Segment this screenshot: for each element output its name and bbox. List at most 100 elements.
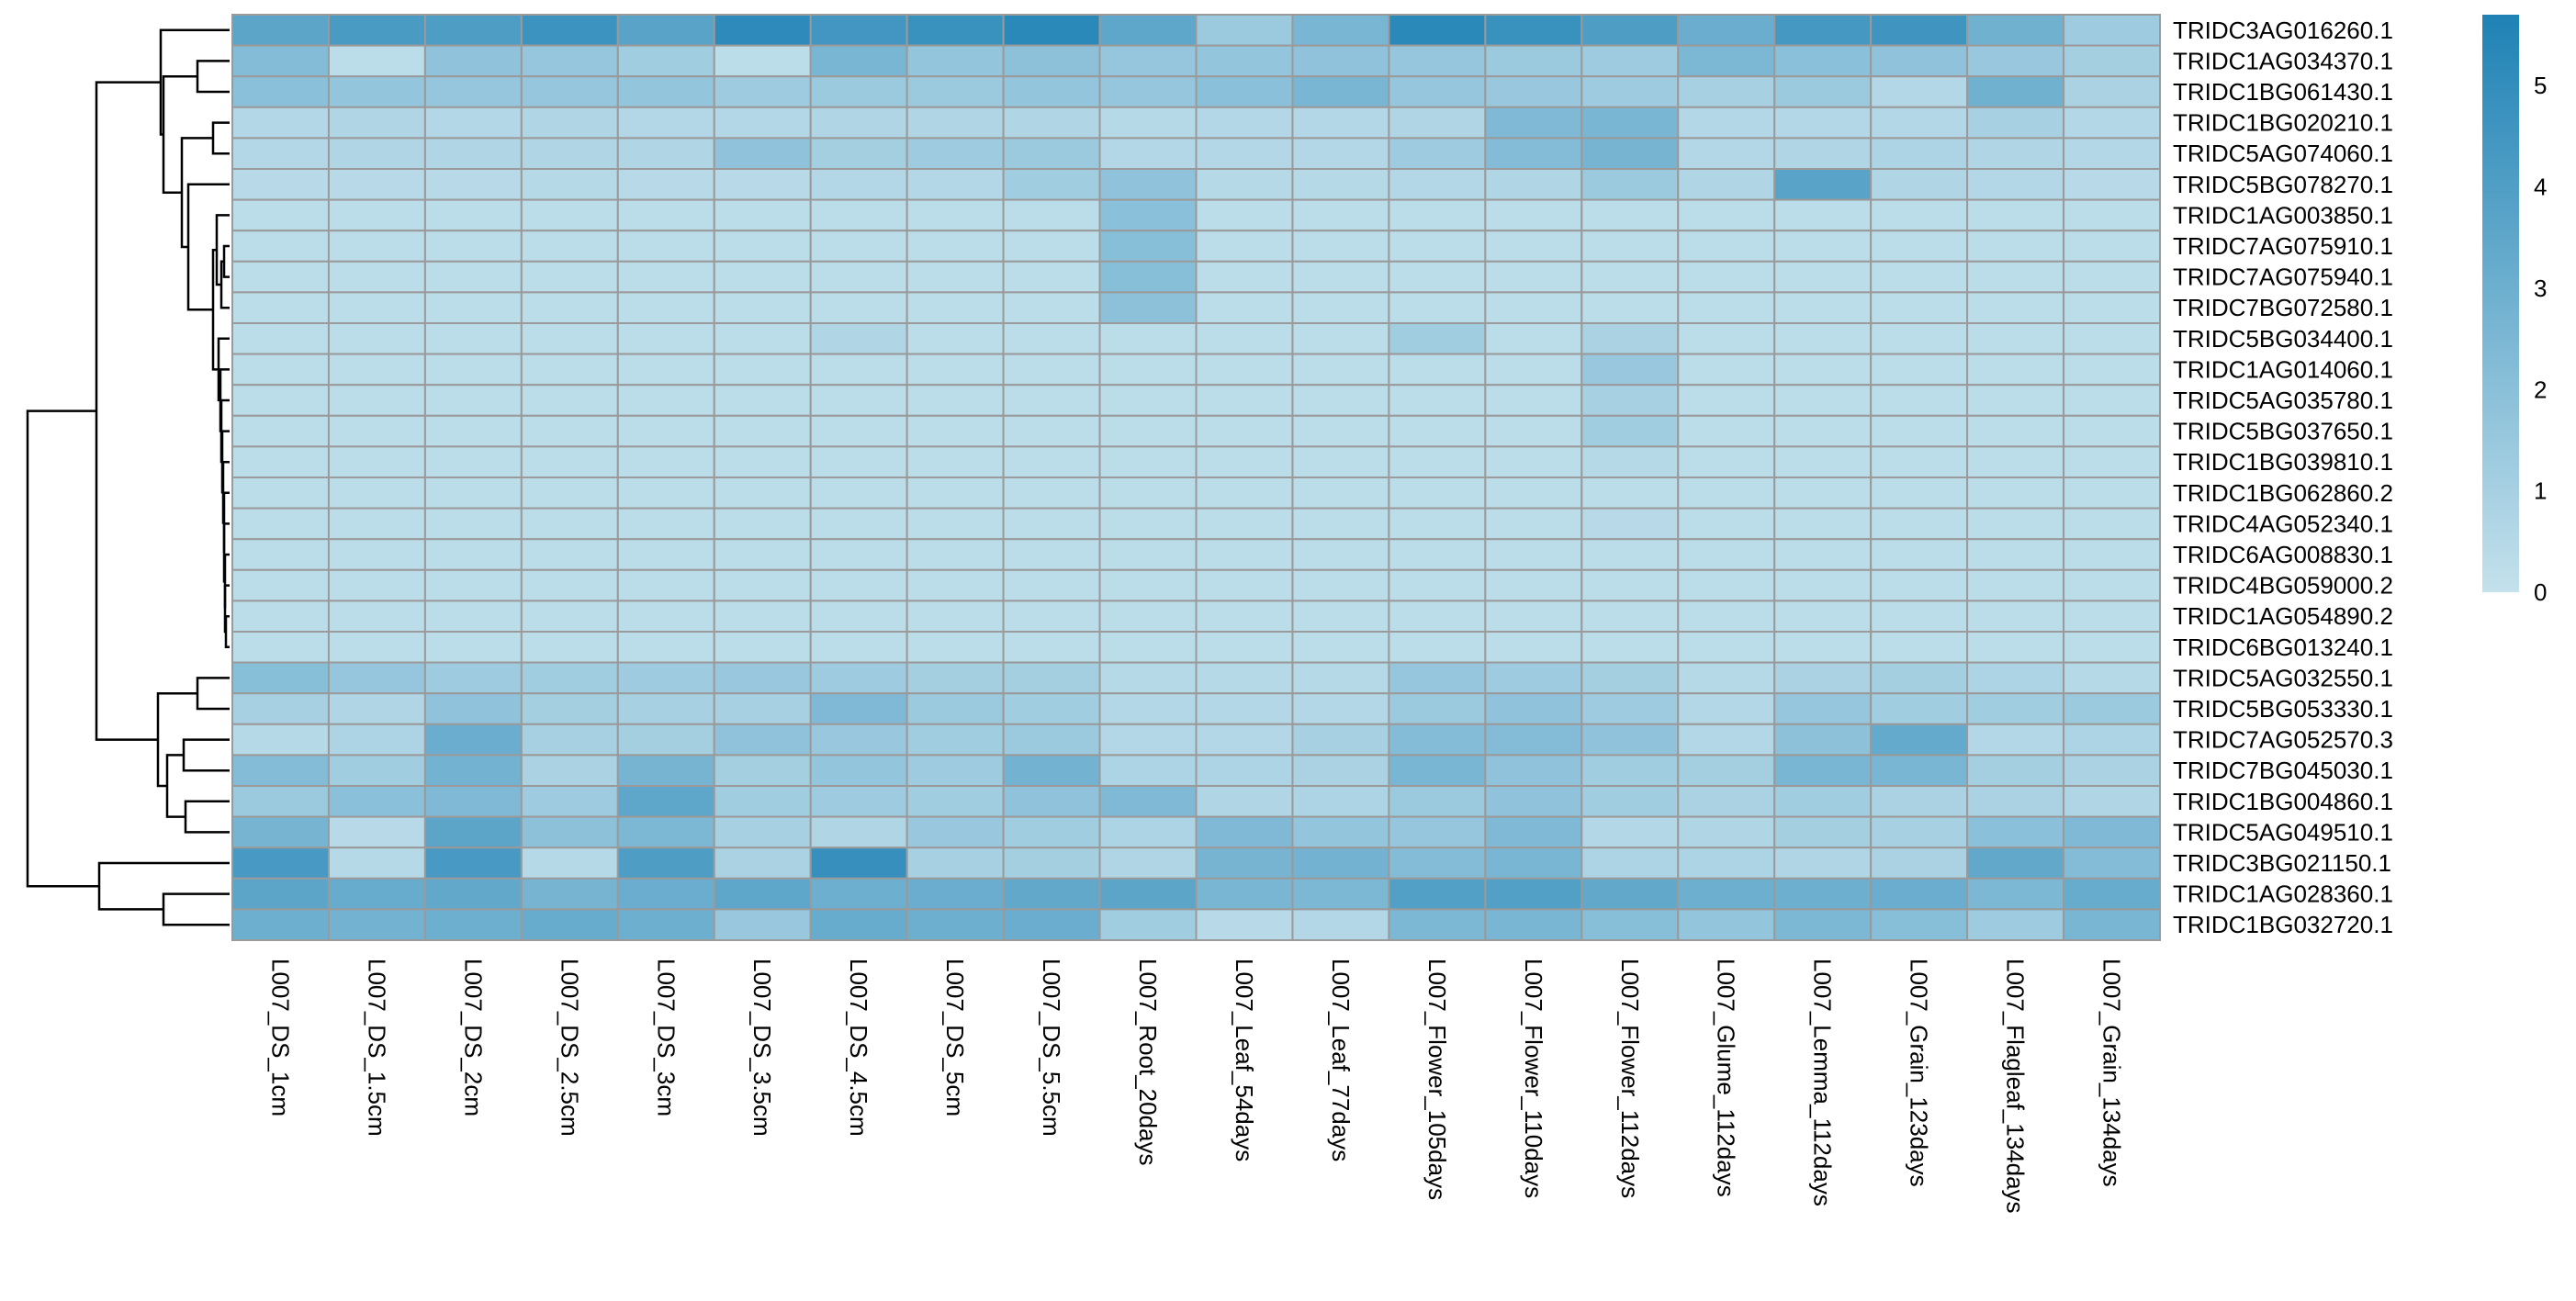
heatmap-cell — [1002, 877, 1101, 911]
heatmap-cell — [1291, 723, 1390, 757]
heatmap-cell — [327, 477, 426, 510]
heatmap-cell — [1002, 847, 1101, 880]
heatmap-cell — [1484, 291, 1583, 324]
heatmap-cell — [616, 44, 715, 78]
heatmap-cell — [1580, 754, 1680, 788]
heatmap-cell — [1388, 230, 1487, 263]
column-label: L007_DS_2cm — [459, 959, 487, 1116]
heatmap-cell — [1388, 322, 1487, 355]
heatmap-cell — [809, 353, 908, 387]
heatmap-cell — [1195, 106, 1294, 140]
heatmap-cell — [423, 815, 523, 849]
heatmap-cell — [2063, 168, 2162, 201]
heatmap-cell — [1291, 198, 1390, 232]
heatmap-cell — [1773, 414, 1873, 448]
heatmap-cell — [327, 723, 426, 757]
heatmap-cell — [616, 785, 715, 818]
row-label: TRIDC5BG053330.1 — [2173, 695, 2393, 723]
heatmap-cell — [231, 106, 330, 140]
heatmap-cell — [1002, 44, 1101, 78]
column-label: L007_DS_5cm — [941, 959, 969, 1116]
heatmap-cell — [616, 692, 715, 725]
heatmap-cell — [906, 291, 1005, 324]
heatmap-cell — [1580, 230, 1680, 263]
heatmap-cell — [1388, 384, 1487, 417]
heatmap-cell — [906, 230, 1005, 263]
heatmap-cell — [1195, 291, 1294, 324]
heatmap-cell — [423, 168, 523, 201]
dendrogram-branch — [222, 244, 230, 278]
heatmap-cell — [2063, 600, 2162, 634]
heatmap-cell — [616, 600, 715, 634]
heatmap-cell — [1677, 877, 1776, 911]
heatmap-cell — [1870, 847, 1969, 880]
heatmap-cell — [231, 44, 330, 78]
heatmap-cell — [1388, 661, 1487, 695]
heatmap-cell — [1870, 353, 1969, 387]
heatmap-cell — [1484, 507, 1583, 541]
heatmap-cell — [1773, 322, 1873, 355]
heatmap-cell — [1870, 384, 1969, 417]
heatmap-cell — [1098, 14, 1198, 47]
heatmap-cell — [906, 322, 1005, 355]
heatmap-cell — [327, 538, 426, 571]
heatmap-cell — [1388, 137, 1487, 170]
heatmap-cell — [1291, 568, 1390, 602]
heatmap-cell — [1870, 477, 1969, 510]
heatmap-cell — [713, 507, 812, 541]
heatmap-cell — [616, 754, 715, 788]
heatmap-cell — [1484, 815, 1583, 849]
heatmap-cell — [1870, 168, 1969, 201]
heatmap-cell — [327, 877, 426, 911]
heatmap-cell — [1002, 754, 1101, 788]
heatmap-cell — [713, 661, 812, 695]
heatmap-cell — [1484, 445, 1583, 478]
heatmap-cell — [1098, 815, 1198, 849]
heatmap-cell — [1195, 568, 1294, 602]
heatmap-cell — [1002, 908, 1101, 942]
heatmap-cell — [906, 538, 1005, 571]
heatmap-cell — [231, 414, 330, 448]
heatmap-cell — [1388, 198, 1487, 232]
heatmap-cell — [906, 754, 1005, 788]
heatmap-cell — [1966, 754, 2065, 788]
heatmap-cell — [1773, 168, 1873, 201]
heatmap-cell — [713, 631, 812, 664]
heatmap-cell — [1195, 877, 1294, 911]
heatmap-cell — [1677, 75, 1776, 108]
heatmap-cell — [327, 44, 426, 78]
heatmap-cell — [616, 384, 715, 417]
legend-tick-label: 4 — [2534, 174, 2547, 201]
heatmap-cell — [2063, 230, 2162, 263]
heatmap-cell — [1388, 507, 1487, 541]
row-label: TRIDC5AG035780.1 — [2173, 387, 2393, 414]
heatmap-cell — [1098, 353, 1198, 387]
row-dendrogram — [26, 28, 230, 926]
heatmap-cell — [809, 137, 908, 170]
heatmap-cell — [2063, 507, 2162, 541]
heatmap-cell — [1966, 785, 2065, 818]
heatmap-cell — [423, 661, 523, 695]
column-labels: L007_DS_1cm L007_DS_1.5cm L007_DS_2cm L007_… — [267, 959, 2126, 1214]
heatmap-cell — [1388, 723, 1487, 757]
heatmap-cell — [1291, 384, 1390, 417]
heatmap-cell — [520, 568, 619, 602]
heatmap-cell — [1002, 384, 1101, 417]
heatmap-cell — [1484, 75, 1583, 108]
heatmap-cell — [809, 168, 908, 201]
column-label: L007_Glume_112days — [1713, 959, 1740, 1197]
dendrogram-branch — [95, 81, 161, 741]
heatmap-cell — [520, 230, 619, 263]
heatmap-cell — [906, 168, 1005, 201]
heatmap-cell — [1870, 661, 1969, 695]
heatmap-cell — [327, 291, 426, 324]
heatmap-cell — [2063, 75, 2162, 108]
heatmap-cell — [2063, 445, 2162, 478]
heatmap-cell — [1677, 353, 1776, 387]
heatmap-cell — [906, 260, 1005, 294]
heatmap-cell — [1677, 815, 1776, 849]
heatmap-cell — [906, 477, 1005, 510]
heatmap-cell — [1966, 198, 2065, 232]
heatmap-cell — [1388, 477, 1487, 510]
heatmap-cell — [2063, 815, 2162, 849]
